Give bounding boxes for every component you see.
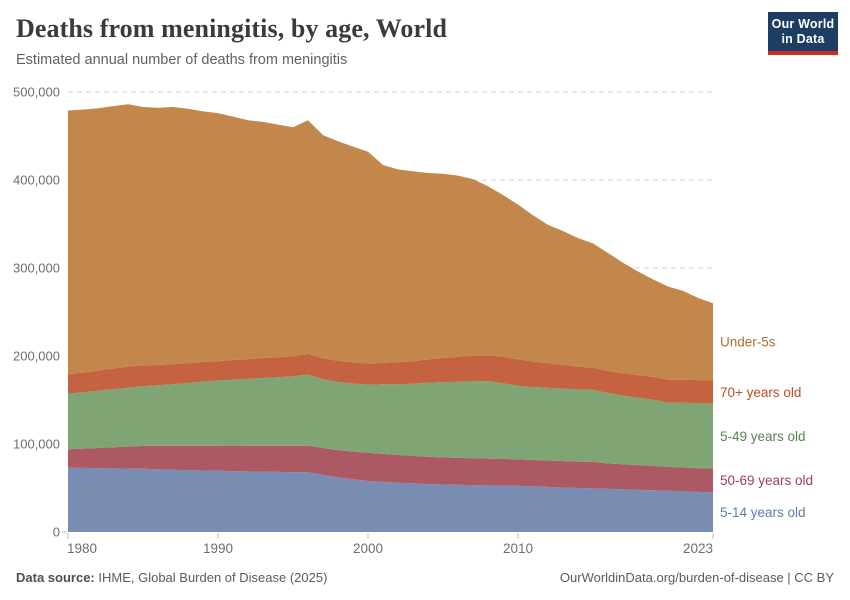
- owid-logo-text: Our World in Data: [768, 12, 838, 51]
- x-axis-label-2010: 2010: [503, 541, 533, 556]
- area-5-14-years-old[interactable]: [68, 467, 713, 532]
- owid-logo-red-bar: [768, 51, 838, 55]
- y-axis-label-0: 0: [53, 525, 60, 540]
- y-axis-label-300,000: 300,000: [13, 261, 60, 276]
- owid-logo-line1: Our World: [771, 16, 835, 31]
- x-axis-label-1990: 1990: [203, 541, 233, 556]
- legend-label-70+-years-old[interactable]: 70+ years old: [720, 385, 801, 400]
- data-source-label: Data source:: [16, 570, 95, 585]
- legend-label-under-5s[interactable]: Under-5s: [720, 335, 776, 350]
- area-50-69-years-old[interactable]: [68, 445, 713, 493]
- x-axis-label-1980: 1980: [67, 541, 97, 556]
- license-link[interactable]: OurWorldinData.org/burden-of-disease | C…: [559, 570, 834, 585]
- legend-label-50-69-years-old[interactable]: 50-69 years old: [720, 473, 813, 488]
- chart-title: Deaths from meningitis, by age, World: [16, 14, 448, 43]
- chart-footer: Data source: IHME, Global Burden of Dise…: [16, 570, 834, 585]
- data-source-text: IHME, Global Burden of Disease (2025): [94, 570, 328, 585]
- owid-logo[interactable]: Our World in Data: [768, 12, 838, 55]
- legend-label-5-14-years-old[interactable]: 5-14 years old: [720, 505, 806, 520]
- legend-label-5-49-years-old[interactable]: 5-49 years old: [720, 429, 806, 444]
- chart-subtitle: Estimated annual number of deaths from m…: [16, 52, 348, 68]
- y-axis-label-400,000: 400,000: [13, 173, 60, 188]
- y-axis-label-500,000: 500,000: [13, 85, 60, 100]
- area-5-49-years-old[interactable]: [68, 374, 713, 469]
- y-axis-label-200,000: 200,000: [13, 349, 60, 364]
- area-under-5s[interactable]: [68, 104, 713, 381]
- y-axis-label-100,000: 100,000: [13, 437, 60, 452]
- area-70+-years-old[interactable]: [68, 353, 713, 404]
- x-axis-label-2023: 2023: [683, 541, 713, 556]
- data-source-note: Data source: IHME, Global Burden of Dise…: [16, 570, 327, 585]
- owid-logo-line2: in Data: [781, 31, 825, 46]
- x-axis-label-2000: 2000: [353, 541, 383, 556]
